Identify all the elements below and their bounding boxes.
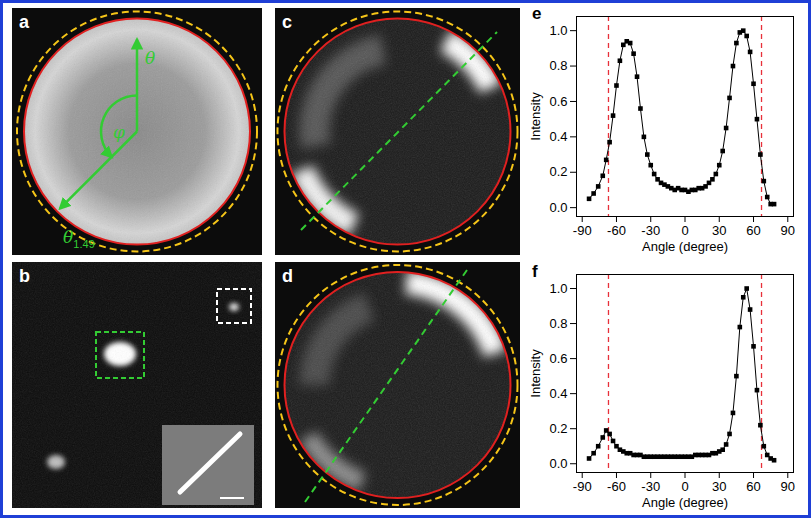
svg-text:60: 60 [746,223,760,238]
svg-text:0: 0 [681,223,688,238]
svg-text:φ: φ [113,122,125,142]
html-text:f: f [532,262,538,281]
svg-text:Angle (degree): Angle (degree) [642,495,728,510]
svg-text:Angle (degree): Angle (degree) [642,239,728,254]
svg-text:b: b [19,266,30,286]
svg-text:30: 30 [712,479,726,494]
svg-text:a: a [19,12,30,32]
svg-text:-30: -30 [641,223,660,238]
svg-text:Intensity: Intensity [528,92,543,141]
svg-text:1.0: 1.0 [549,23,567,38]
svg-text:90: 90 [781,479,795,494]
svg-text:θ: θ [145,48,155,68]
svg-text:60: 60 [746,479,760,494]
svg-text:0.4: 0.4 [549,129,567,144]
svg-text:0.8: 0.8 [549,316,567,331]
svg-text:-60: -60 [607,223,626,238]
svg-text:-90: -90 [573,223,592,238]
svg-text:-30: -30 [641,479,660,494]
svg-text:0.0: 0.0 [549,456,567,471]
svg-text:90: 90 [781,223,795,238]
svg-text:0.4: 0.4 [549,386,567,401]
svg-text:0: 0 [681,479,688,494]
svg-text:0.6: 0.6 [549,351,567,366]
svg-text:0.6: 0.6 [549,94,567,109]
svg-text:0.8: 0.8 [549,58,567,73]
svg-text:-90: -90 [573,479,592,494]
svg-text:1.0: 1.0 [549,281,567,296]
svg-text:0.2: 0.2 [549,421,567,436]
svg-text:30: 30 [712,223,726,238]
svg-text:0.0: 0.0 [549,200,567,215]
html-text:e: e [532,4,542,23]
svg-text:d: d [282,266,293,286]
svg-text:-60: -60 [607,479,626,494]
svg-text:Intensity: Intensity [528,349,543,398]
svg-text:0.2: 0.2 [549,164,567,179]
svg-text:c: c [282,12,292,32]
svg-text:θ1.49: θ1.49 [63,227,95,250]
